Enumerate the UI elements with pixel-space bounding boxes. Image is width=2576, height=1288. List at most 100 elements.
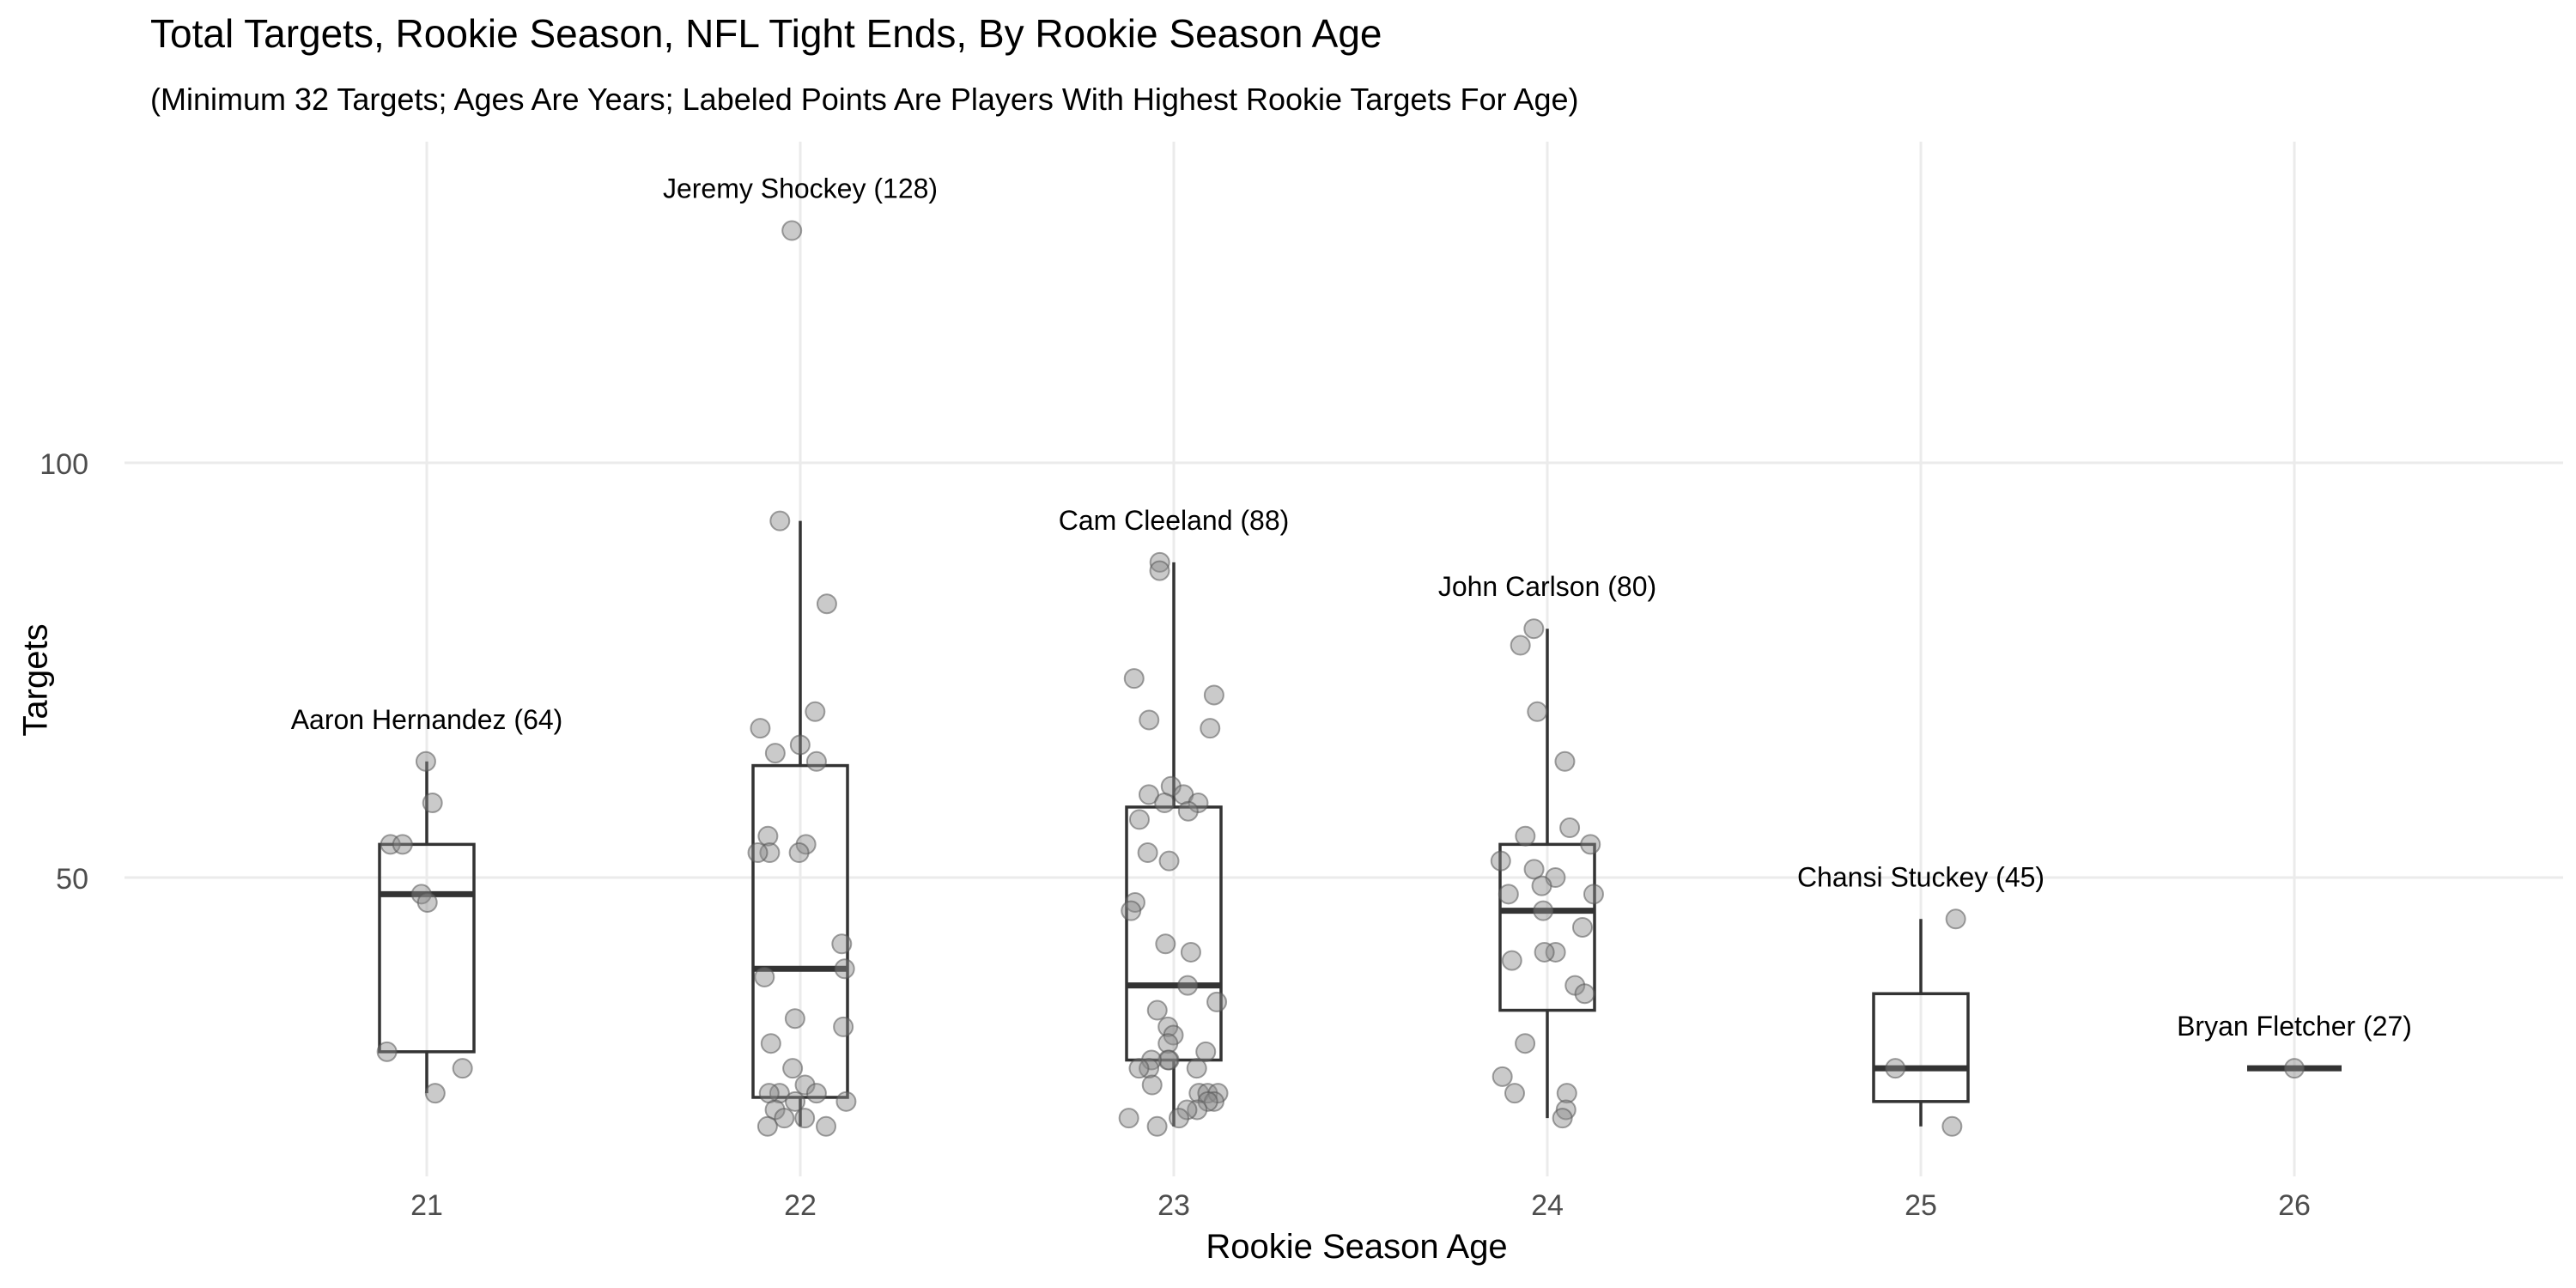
data-point <box>1195 1041 1217 1062</box>
data-point <box>1490 850 1511 872</box>
data-point <box>1168 1108 1189 1129</box>
data-point <box>1510 635 1531 656</box>
data-point <box>1501 950 1522 971</box>
data-point <box>805 1083 827 1104</box>
point-annotation: Bryan Fletcher (27) <box>2177 1011 2412 1042</box>
data-point <box>1523 859 1545 880</box>
data-point <box>1177 975 1199 996</box>
y-tick-label: 100 <box>39 448 88 481</box>
data-point <box>788 842 810 864</box>
data-point <box>1203 1091 1224 1112</box>
data-point <box>784 1008 805 1030</box>
data-point <box>805 750 827 772</box>
data-point <box>1533 900 1554 921</box>
data-point <box>1158 850 1180 872</box>
data-point <box>1574 983 1595 1005</box>
data-point <box>1118 1108 1139 1129</box>
data-point <box>782 1058 804 1079</box>
data-point <box>416 891 438 913</box>
data-point <box>1137 842 1158 864</box>
data-point <box>816 593 837 615</box>
data-point <box>1580 834 1601 855</box>
data-point <box>1545 941 1566 963</box>
data-point <box>1146 1115 1168 1137</box>
box-iqr <box>1872 992 1970 1103</box>
box-iqr <box>378 842 476 1054</box>
data-point <box>835 1091 857 1112</box>
data-point <box>1177 800 1199 822</box>
data-point <box>1200 718 1221 739</box>
x-axis-label: Rookie Season Age <box>1206 1228 1508 1266</box>
data-point <box>452 1058 473 1079</box>
data-point <box>1128 809 1150 830</box>
data-point <box>376 1041 398 1062</box>
x-tick-label: 25 <box>1905 1189 1937 1222</box>
data-point <box>769 1083 790 1104</box>
data-point <box>1176 1099 1198 1121</box>
data-point <box>1157 1033 1179 1054</box>
data-point <box>756 1115 778 1137</box>
data-point <box>1121 900 1142 921</box>
point-annotation: John Carlson (80) <box>1438 571 1656 602</box>
point-annotation: Jeremy Shockey (128) <box>663 173 938 204</box>
data-point <box>1531 875 1552 896</box>
data-point <box>1515 825 1536 847</box>
data-point <box>1556 1083 1577 1104</box>
data-point <box>754 966 775 987</box>
data-point <box>1139 709 1160 731</box>
point-annotation: Chansi Stuckey (45) <box>1797 861 2044 892</box>
data-point <box>789 734 811 756</box>
data-point <box>794 1108 816 1129</box>
data-point <box>1157 1049 1179 1071</box>
data-point <box>1128 1058 1150 1079</box>
data-point <box>1186 1058 1207 1079</box>
data-point <box>1141 1074 1163 1096</box>
chart-title: Total Targets, Rookie Season, NFL Tight … <box>150 11 1382 56</box>
data-point <box>1534 941 1555 963</box>
box-iqr <box>1498 842 1596 1012</box>
data-point <box>2284 1058 2305 1079</box>
data-point <box>415 750 436 772</box>
data-point <box>831 933 853 955</box>
data-point <box>1945 908 1966 930</box>
data-point <box>757 825 779 847</box>
point-annotation: Aaron Hernandez (64) <box>291 704 563 735</box>
data-point <box>1504 1083 1525 1104</box>
data-point <box>422 793 443 814</box>
data-point <box>760 1033 781 1054</box>
data-point <box>769 510 791 532</box>
x-tick-label: 22 <box>784 1189 817 1222</box>
data-point <box>1523 618 1545 640</box>
x-tick-label: 21 <box>410 1189 443 1222</box>
data-point <box>747 842 769 864</box>
data-point <box>834 958 855 980</box>
data-point <box>1197 1091 1218 1112</box>
data-point <box>1154 793 1176 814</box>
data-point <box>1498 884 1519 905</box>
x-tick-label: 26 <box>2278 1189 2311 1222</box>
data-point <box>1559 817 1581 839</box>
data-point <box>1123 668 1145 690</box>
data-point <box>764 743 786 764</box>
data-point <box>1492 1066 1513 1087</box>
data-point <box>833 1016 854 1037</box>
data-point <box>805 701 826 722</box>
data-point <box>1149 560 1170 581</box>
data-point <box>750 718 771 739</box>
data-point <box>424 1083 446 1104</box>
x-tick-label: 24 <box>1531 1189 1564 1222</box>
data-point <box>1138 784 1159 805</box>
data-point <box>774 1108 795 1129</box>
data-point <box>1149 551 1170 573</box>
data-point <box>1941 1115 1963 1137</box>
data-point <box>785 1091 806 1112</box>
data-point <box>1515 1033 1536 1054</box>
data-point <box>1203 684 1224 706</box>
data-point <box>1206 991 1228 1012</box>
y-tick-label: 50 <box>56 863 88 896</box>
data-point <box>1155 933 1176 955</box>
data-point <box>1583 884 1604 905</box>
data-point <box>1554 750 1576 772</box>
data-point <box>1180 941 1201 963</box>
